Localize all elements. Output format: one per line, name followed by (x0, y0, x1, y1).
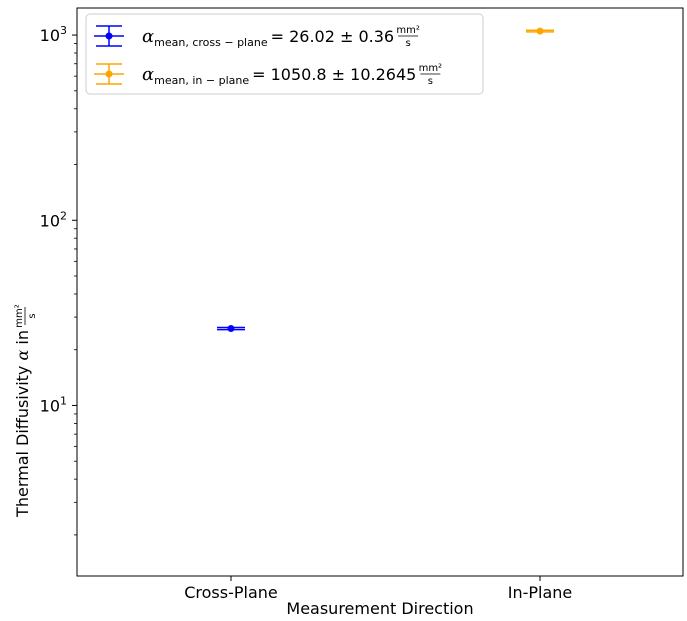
legend-marker (105, 32, 113, 40)
y-axis-label-in: in (13, 330, 32, 345)
y-axis-ticks: 101 102 103 (40, 24, 77, 536)
legend-unit-numerator: mm² (419, 63, 443, 74)
x-axis-label: Measurement Direction (286, 599, 473, 618)
legend-unit-numerator: mm² (396, 25, 420, 36)
y-tick-label: 102 (40, 209, 67, 230)
series-2-point (526, 27, 554, 35)
y-axis-label-text: Thermal Diffusivity (13, 366, 32, 518)
y-axis-label-symbol: α (13, 350, 32, 361)
legend-label: αmean, in − plane = 1050.8 ± 10.2645 (142, 64, 416, 87)
legend-unit-denominator: s (428, 76, 433, 87)
legend-marker (105, 70, 113, 78)
y-axis-label: Thermal Diffusivity α in mm² s (13, 304, 38, 518)
legend-box (85, 13, 484, 95)
y-tick-label: 103 (40, 24, 67, 45)
legend: αmean, cross − plane = 26.02 ± 0.36 mm²sαm… (85, 13, 484, 95)
x-tick-label: Cross-Plane (184, 583, 278, 602)
svg-text:Thermal Diffusivity: Thermal Diffusivity α in (13, 330, 32, 518)
plot-frame (76, 7, 684, 577)
series-1-point (217, 325, 245, 333)
legend-unit-denominator: s (405, 38, 410, 49)
legend-entry-1: αmean, cross − plane = 26.02 ± 0.36 mm² s (94, 25, 420, 49)
data-series (217, 27, 554, 333)
data-marker (536, 27, 544, 35)
data-marker (227, 325, 235, 333)
legend-entry-2: αmean, in − plane = 1050.8 ± 10.2645 mm² s (94, 63, 442, 87)
y-axis-unit-denominator: s (27, 313, 38, 318)
x-tick-label: In-Plane (508, 583, 573, 602)
x-axis-ticks: Cross-Plane In-Plane (184, 576, 572, 602)
y-tick-label: 101 (40, 394, 67, 415)
y-axis-unit-numerator: mm² (14, 304, 25, 328)
legend-label: αmean, cross − plane = 26.02 ± 0.36 (142, 26, 394, 49)
